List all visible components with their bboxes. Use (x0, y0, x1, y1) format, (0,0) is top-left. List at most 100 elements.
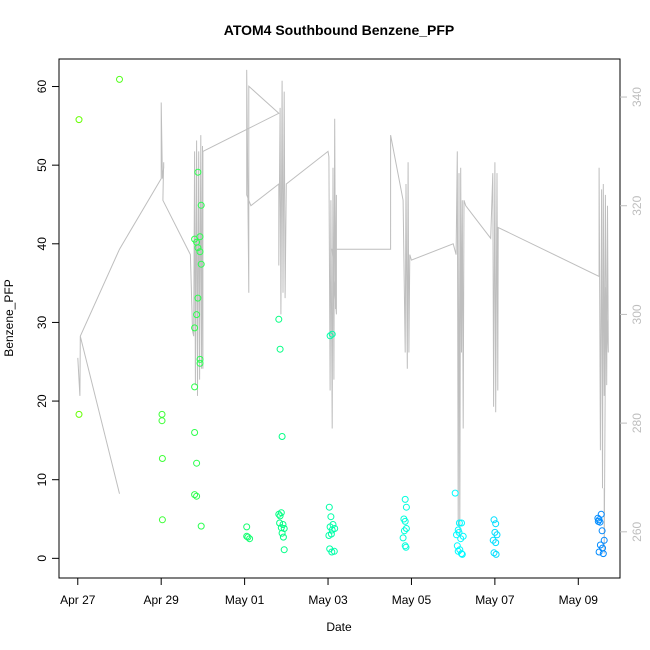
y2-tick-label: 300 (630, 304, 644, 324)
data-point (493, 531, 501, 539)
x-tick-label: Apr 29 (144, 593, 180, 607)
y-tick-label: 50 (35, 158, 49, 172)
x-tick-label: May 01 (225, 593, 265, 607)
data-point (196, 359, 204, 367)
data-point (196, 233, 204, 241)
secondary-y-axis: 260 280 300 320 340 (620, 87, 644, 542)
data-point (327, 530, 335, 538)
data-point (158, 417, 166, 425)
data-point (75, 116, 83, 124)
data-point (401, 517, 409, 525)
data-point (197, 260, 205, 268)
data-point (193, 459, 201, 467)
data-point (451, 489, 459, 497)
data-point (599, 550, 607, 558)
data-point (492, 520, 500, 528)
data-point (194, 168, 202, 176)
plot-frame (58, 58, 621, 579)
x-axis: Apr 27 Apr 29 May 01 May 03 May 05 May 07 May … (60, 578, 598, 607)
y-axis: 0 10 20 30 40 50 60 (35, 80, 59, 562)
data-point (401, 495, 409, 503)
chart-title: ATOM4 Southbound Benzene_PFP (224, 22, 455, 38)
secondary-series (77, 69, 609, 554)
y2-tick-label: 340 (630, 87, 644, 107)
data-point (197, 522, 205, 530)
data-point (196, 355, 204, 363)
data-point (158, 410, 166, 418)
x-axis-label: Date (326, 620, 352, 634)
y-tick-label: 60 (35, 80, 49, 94)
data-point (402, 503, 410, 511)
y-tick-label: 30 (35, 315, 49, 329)
data-point (595, 548, 603, 556)
data-point (194, 244, 202, 252)
data-point (455, 528, 463, 536)
x-tick-label: May 07 (475, 593, 515, 607)
data-point (246, 535, 254, 543)
y-tick-label: 0 (35, 555, 49, 562)
y-axis-label: Benzene_PFP (2, 279, 16, 356)
y2-tick-label: 280 (630, 413, 644, 433)
data-point (328, 330, 336, 338)
data-point (329, 521, 337, 528)
data-point (244, 533, 252, 541)
data-point (279, 533, 287, 541)
x-tick-label: May 09 (559, 593, 599, 607)
data-point (275, 315, 283, 323)
data-point (597, 510, 605, 518)
data-point (457, 535, 465, 543)
data-point (598, 527, 606, 535)
data-point (158, 516, 166, 524)
data-point (194, 294, 202, 302)
data-point (277, 509, 285, 517)
data-point (193, 492, 201, 500)
data-point (75, 410, 83, 418)
data-point (196, 248, 204, 256)
data-point (402, 543, 410, 551)
data-point (191, 324, 199, 332)
data-point (276, 512, 284, 520)
data-point (400, 527, 408, 535)
data-point (191, 429, 199, 436)
data-point (278, 433, 286, 440)
data-point (193, 311, 201, 319)
data-point (197, 201, 205, 209)
data-point (280, 546, 288, 554)
x-tick-label: May 05 (392, 593, 432, 607)
y-tick-label: 40 (35, 237, 49, 251)
data-point (490, 516, 498, 524)
data-point (191, 383, 199, 391)
x-tick-label: May 03 (308, 593, 348, 607)
data-point (402, 525, 410, 532)
secondary-series-line (77, 69, 609, 554)
y-tick-label: 20 (35, 394, 49, 408)
data-point (279, 521, 287, 528)
data-point (326, 332, 334, 340)
data-point (492, 539, 500, 547)
data-point (116, 75, 123, 83)
data-point (327, 513, 335, 521)
data-point (455, 519, 463, 527)
data-point (492, 550, 500, 558)
data-point (276, 519, 284, 527)
data-point (490, 549, 498, 557)
data-point (276, 345, 284, 353)
data-point (280, 525, 288, 532)
data-point (594, 517, 602, 525)
y2-tick-label: 260 (630, 521, 644, 541)
scatter-points (75, 75, 608, 558)
data-point (330, 547, 338, 555)
data-point (158, 455, 166, 462)
y-tick-label: 10 (35, 473, 49, 487)
data-point (191, 491, 199, 499)
data-point (600, 536, 608, 544)
data-point (458, 550, 466, 558)
data-point (243, 523, 251, 531)
data-point (458, 519, 465, 527)
data-point (325, 503, 333, 511)
data-point (331, 525, 339, 532)
x-tick-label: Apr 27 (60, 593, 96, 607)
data-point (399, 534, 407, 542)
y2-tick-label: 320 (630, 195, 644, 215)
